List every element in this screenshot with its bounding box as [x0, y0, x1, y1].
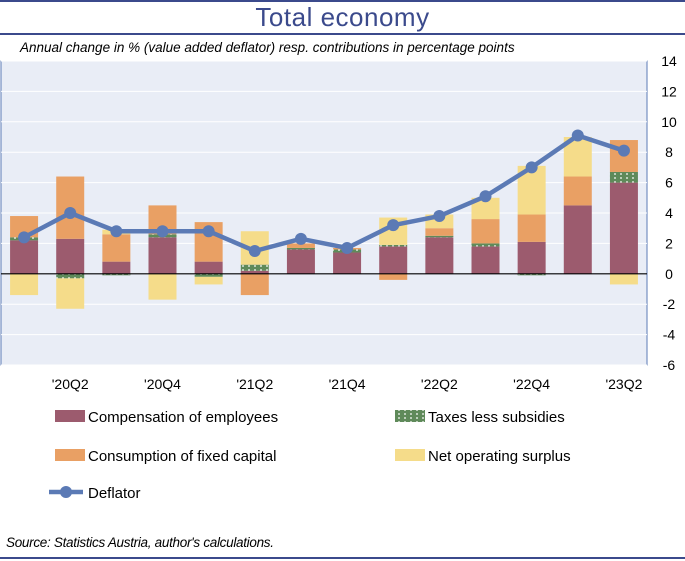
x-tick-label: '20Q2 [52, 376, 89, 392]
y-tick-label: 0 [665, 266, 673, 282]
bar-net-operating-surplus-10 [471, 197, 500, 220]
bar-consumption-of-fixed-capital-10 [471, 219, 500, 244]
legend-consumption-of-fixed-capital-swatch [55, 449, 85, 461]
bar-net-operating-surplus-13 [609, 273, 638, 285]
x-tick-label: '21Q4 [329, 376, 366, 392]
bar-taxes-less-subsidies-10 [471, 243, 500, 247]
bar-net-operating-surplus-1 [56, 278, 85, 309]
bar-compensation-of-employees-12 [563, 205, 592, 274]
bar-consumption-of-fixed-capital-2 [102, 234, 131, 262]
title-underline [0, 33, 685, 35]
deflator-point-2 [110, 225, 123, 238]
y-tick-label: -2 [663, 296, 676, 312]
bar-taxes-less-subsidies-9 [425, 235, 454, 238]
deflator-point-9 [433, 210, 446, 223]
y-tick-label: 10 [661, 114, 677, 130]
source-note: Source: Statistics Austria, author's cal… [6, 535, 274, 550]
legend-consumption-of-fixed-capital-label: Consumption of fixed capital [88, 448, 276, 465]
bar-compensation-of-employees-0 [10, 240, 39, 274]
deflator-point-5 [248, 245, 261, 257]
bar-compensation-of-employees-5 [240, 270, 269, 274]
legend-compensation-of-employees-label: Compensation of employees [88, 409, 278, 426]
bar-taxes-less-subsidies-2 [102, 273, 131, 276]
bar-taxes-less-subsidies-5 [240, 264, 269, 271]
x-tick-label: '21Q2 [236, 376, 273, 392]
bar-compensation-of-employees-3 [148, 237, 177, 274]
deflator-line [23, 133, 625, 254]
bar-compensation-of-employees-8 [379, 246, 408, 274]
deflator-point-8 [387, 219, 400, 232]
chart-subtitle: Annual change in % (value added deflator… [20, 40, 515, 55]
legend-taxes-less-subsidies-swatch [395, 410, 425, 422]
bottom-rule [0, 557, 685, 559]
deflator-point-0 [18, 231, 31, 244]
bar-compensation-of-employees-4 [194, 261, 223, 274]
deflator-point-7 [341, 241, 354, 254]
bar-compensation-of-employees-2 [102, 261, 131, 274]
top-rule [0, 0, 685, 2]
legend-taxes-less-subsidies-label: Taxes less subsidies [428, 409, 565, 426]
bar-taxes-less-subsidies-6 [286, 247, 315, 250]
bar-taxes-less-subsidies-11 [517, 273, 546, 276]
deflator-point-1 [64, 207, 77, 219]
deflator-point-11 [525, 161, 538, 174]
bar-taxes-less-subsidies-4 [194, 273, 223, 277]
y-tick-label: 14 [661, 53, 677, 69]
deflator-point-10 [479, 190, 492, 203]
bar-taxes-less-subsidies-8 [379, 244, 408, 247]
bar-compensation-of-employees-10 [471, 246, 500, 274]
deflator-point-4 [202, 225, 215, 238]
deflator-point-3 [156, 225, 169, 238]
bar-compensation-of-employees-1 [56, 238, 85, 274]
bar-consumption-of-fixed-capital-11 [517, 214, 546, 242]
bar-consumption-of-fixed-capital-9 [425, 228, 454, 236]
bar-compensation-of-employees-13 [609, 182, 638, 274]
legend-net-operating-surplus-label: Net operating surplus [428, 448, 571, 465]
y-tick-label: -4 [663, 327, 676, 343]
bar-compensation-of-employees-7 [333, 252, 362, 274]
y-tick-label: 4 [665, 205, 673, 221]
bar-consumption-of-fixed-capital-5 [240, 273, 269, 296]
legend-compensation-of-employees-swatch [55, 410, 85, 422]
bar-taxes-less-subsidies-1 [56, 273, 85, 279]
bar-consumption-of-fixed-capital-12 [563, 176, 592, 206]
x-tick-label: '22Q2 [421, 376, 458, 392]
bar-taxes-less-subsidies-13 [609, 171, 638, 183]
bar-compensation-of-employees-11 [517, 241, 546, 274]
bar-compensation-of-employees-6 [286, 249, 315, 274]
y-tick-label: -6 [663, 357, 676, 373]
x-tick-label: '23Q2 [605, 376, 642, 392]
bar-compensation-of-employees-9 [425, 237, 454, 274]
y-tick-label: 8 [665, 144, 673, 160]
legend-deflator-marker [60, 486, 72, 498]
bar-net-operating-surplus-0 [10, 273, 39, 296]
chart-title: Total economy [255, 2, 430, 32]
x-tick-label: '20Q4 [144, 376, 181, 392]
bar-net-operating-surplus-4 [194, 276, 223, 285]
bar-consumption-of-fixed-capital-6 [286, 243, 315, 248]
y-tick-label: 2 [665, 235, 673, 251]
x-tick-label: '22Q4 [513, 376, 550, 392]
legend-net-operating-surplus-swatch [395, 449, 425, 461]
bar-net-operating-surplus-3 [148, 273, 177, 300]
bar-consumption-of-fixed-capital-8 [379, 273, 408, 280]
deflator-point-12 [571, 129, 584, 142]
deflator-point-6 [294, 232, 307, 245]
y-tick-label: 12 [661, 83, 677, 99]
y-tick-label: 6 [665, 175, 673, 191]
legend-deflator-label: Deflator [88, 485, 141, 502]
deflator-point-13 [617, 144, 630, 157]
